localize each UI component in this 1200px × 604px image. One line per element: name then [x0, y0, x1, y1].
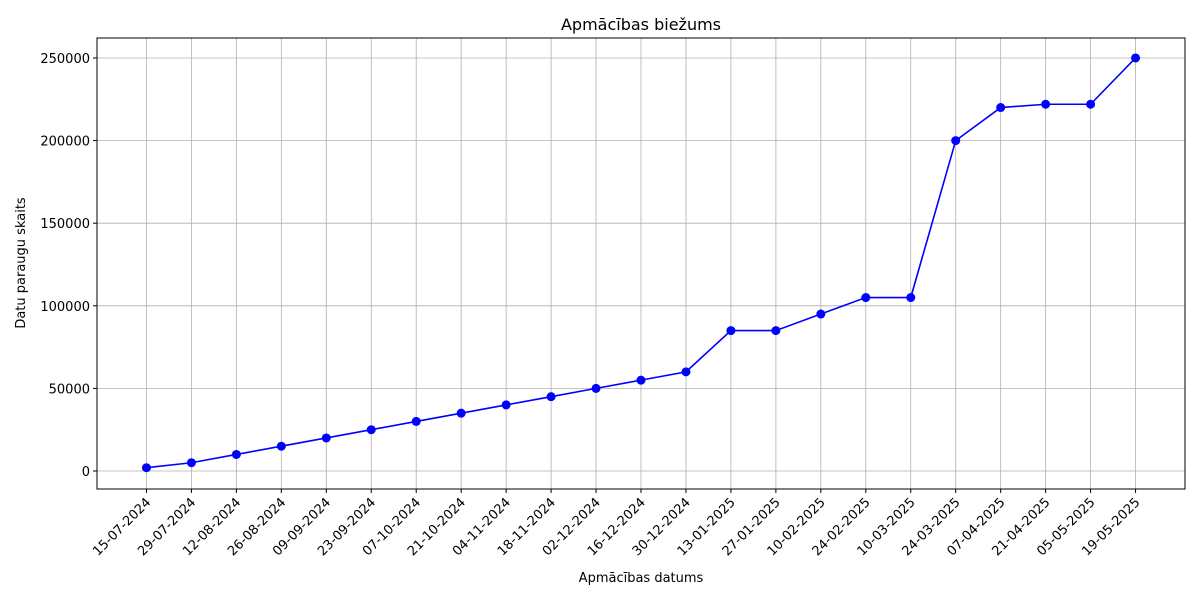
data-point: [906, 293, 916, 303]
data-point: [861, 293, 871, 303]
y-axis-label: Datu paraugu skaits: [14, 197, 29, 329]
data-point: [1041, 99, 1051, 109]
data-point: [996, 103, 1006, 113]
data-point: [411, 416, 421, 426]
y-tick-label: 0: [82, 465, 90, 480]
data-point: [951, 136, 961, 146]
data-point: [501, 400, 511, 410]
data-point: [141, 463, 151, 473]
data-point: [681, 367, 691, 377]
x-axis-label: Apmācības datums: [579, 571, 704, 586]
data-point: [546, 392, 556, 402]
y-tick-label: 200000: [40, 135, 90, 150]
y-tick-label: 250000: [40, 52, 90, 67]
data-point: [186, 458, 196, 468]
data-point: [276, 441, 286, 451]
data-point: [366, 425, 376, 435]
data-point: [726, 326, 736, 336]
data-point: [1086, 99, 1096, 109]
plot-frame: [96, 37, 1186, 490]
data-point: [456, 408, 466, 418]
y-tick-label: 50000: [49, 382, 90, 397]
chart-title: Apmācības biežums: [561, 15, 721, 34]
data-point: [771, 326, 781, 336]
data-point: [1131, 53, 1141, 63]
y-tick-label: 100000: [40, 300, 90, 315]
data-point: [321, 433, 331, 443]
y-tick-label: 150000: [40, 217, 90, 232]
data-point: [231, 449, 241, 459]
data-point: [816, 309, 826, 319]
data-point: [591, 383, 601, 393]
data-point: [636, 375, 646, 385]
